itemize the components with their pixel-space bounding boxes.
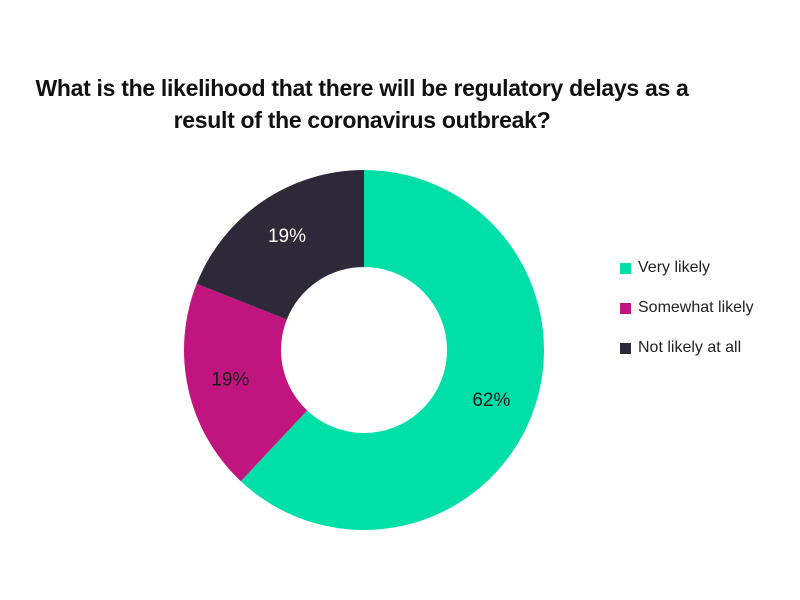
slice-label-very-likely: 62% <box>472 390 510 411</box>
chart-title-line-1: What is the likelihood that there will b… <box>35 75 689 101</box>
legend-item-somewhat-likely: Somewhat likely <box>620 288 754 328</box>
legend-label-somewhat-likely: Somewhat likely <box>638 299 754 316</box>
donut-slice-not-likely-at-all <box>196 170 364 320</box>
legend-label-not-likely-at-all: Not likely at all <box>638 339 742 356</box>
donut-slice-very-likely <box>240 170 545 530</box>
legend-swatch-somewhat-likely <box>620 302 631 314</box>
chart-legend: Very likely Somewhat likely Not likely a… <box>620 248 754 368</box>
donut-slice-labels: 62% 19% 19% <box>211 226 510 411</box>
donut-slices <box>184 170 545 530</box>
legend-swatch-not-likely-at-all <box>620 342 631 354</box>
donut-slice-somewhat-likely <box>184 283 308 482</box>
legend-swatch-very-likely <box>620 262 631 274</box>
legend-label-very-likely: Very likely <box>638 259 711 276</box>
legend-item-very-likely: Very likely <box>620 248 754 288</box>
chart-title-line-2: result of the coronavirus outbreak? <box>173 107 551 133</box>
legend-item-not-likely-at-all: Not likely at all <box>620 328 754 368</box>
slice-label-not-likely-at-all: 19% <box>268 226 306 247</box>
slice-label-somewhat-likely: 19% <box>211 369 249 390</box>
chart-title: What is the likelihood that there will b… <box>0 72 724 136</box>
